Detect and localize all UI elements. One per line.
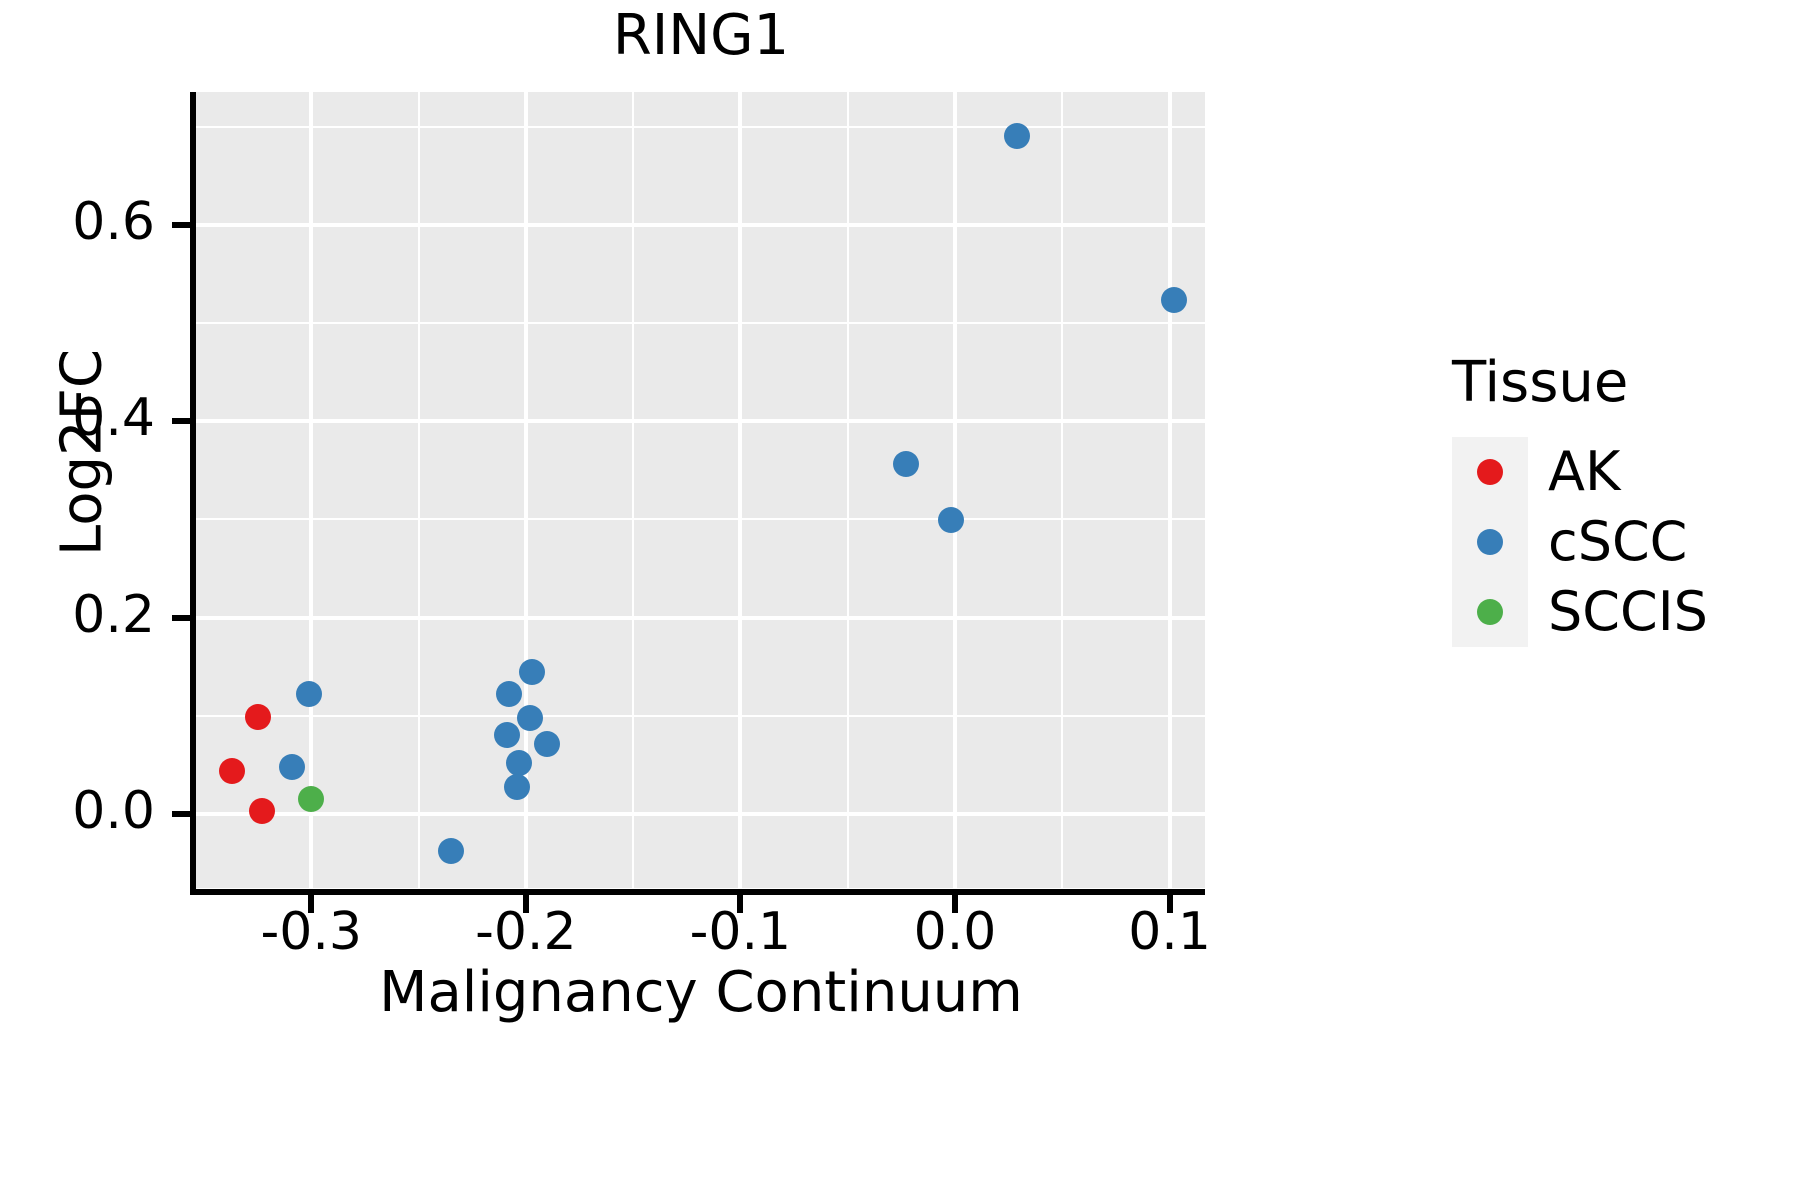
legend: Tissue AK cSCC SCCIS <box>1452 355 1708 647</box>
data-point-ak <box>248 797 275 824</box>
data-point-cscc <box>296 681 323 708</box>
x-tick-label: 0.1 <box>1128 902 1211 962</box>
legend-item-label: SCCIS <box>1548 580 1708 643</box>
gridline-vertical-major <box>1167 92 1172 888</box>
gridline-vertical-major <box>309 92 314 888</box>
data-point-cscc <box>892 451 919 478</box>
gridline-horizontal-major <box>196 811 1205 816</box>
gridline-horizontal-minor <box>196 125 1205 128</box>
gridline-horizontal-major <box>196 615 1205 620</box>
gridline-horizontal-major <box>196 222 1205 227</box>
gridline-horizontal-minor <box>196 714 1205 717</box>
y-tick-label: 0.0 <box>72 780 155 841</box>
data-point-ak <box>218 757 245 784</box>
gridline-horizontal-minor <box>196 518 1205 521</box>
y-tick-label: 0.6 <box>72 191 155 252</box>
gridline-vertical-minor <box>846 92 849 888</box>
data-point-cscc <box>437 838 464 865</box>
gridline-horizontal-minor <box>196 322 1205 325</box>
gridline-vertical-major <box>738 92 743 888</box>
gridline-vertical-minor <box>1061 92 1064 888</box>
legend-swatch <box>1452 437 1528 507</box>
y-axis-line <box>190 92 196 889</box>
x-axis-title: Malignancy Continuum <box>379 960 1023 1025</box>
data-point-cscc <box>937 507 964 534</box>
data-point-cscc <box>495 681 522 708</box>
data-point-cscc <box>493 722 520 749</box>
legend-swatch <box>1452 507 1528 577</box>
legend-title: Tissue <box>1452 350 1629 415</box>
legend-item-label: AK <box>1548 440 1621 503</box>
gridline-horizontal-major <box>196 419 1205 424</box>
data-point-cscc <box>534 731 561 758</box>
data-point-cscc <box>278 753 305 780</box>
legend-item-label: cSCC <box>1548 510 1688 573</box>
y-axis-title: Log2FC <box>49 349 115 556</box>
y-tick-mark <box>172 221 190 228</box>
legend-item-ak[interactable]: AK <box>1452 437 1708 507</box>
x-tick-mark <box>737 895 744 913</box>
page-title: RING1 <box>612 3 790 68</box>
legend-swatch <box>1452 577 1528 647</box>
plot-panel <box>196 92 1205 888</box>
x-tick-label: 0.0 <box>913 902 997 962</box>
x-tick-mark <box>952 895 958 913</box>
data-point-ak <box>244 703 271 730</box>
gridline-vertical-major <box>953 92 957 888</box>
circle-icon <box>1477 529 1503 555</box>
x-tick-mark <box>308 895 315 913</box>
y-tick-mark <box>172 810 190 817</box>
data-point-cscc <box>504 774 531 801</box>
data-point-cscc <box>519 658 546 685</box>
legend-item-cscc[interactable]: cSCC <box>1452 507 1708 577</box>
legend-item-sccis[interactable]: SCCIS <box>1452 577 1708 647</box>
legend-keys: AK cSCC SCCIS <box>1452 437 1708 647</box>
data-point-sccis <box>298 786 325 813</box>
y-tick-label: 0.2 <box>72 584 155 645</box>
circle-icon <box>1477 599 1503 625</box>
y-tick-label: 0.4 <box>72 388 155 449</box>
data-point-cscc <box>517 704 544 731</box>
data-point-cscc <box>1160 286 1187 313</box>
data-point-cscc <box>1004 122 1031 149</box>
y-tick-mark <box>172 614 190 621</box>
gridline-vertical-major <box>523 92 528 888</box>
circle-icon <box>1477 459 1503 485</box>
y-tick-mark <box>172 418 190 425</box>
x-tick-mark <box>522 895 529 913</box>
x-tick-label: -0.3 <box>260 902 362 962</box>
data-point-cscc <box>506 749 533 776</box>
gridline-vertical-minor <box>632 92 635 888</box>
gridline-vertical-minor <box>417 92 420 888</box>
x-tick-label: -0.1 <box>689 902 792 962</box>
x-tick-mark <box>1166 895 1173 913</box>
x-tick-label: -0.2 <box>475 902 577 962</box>
x-axis-line <box>190 889 1205 895</box>
